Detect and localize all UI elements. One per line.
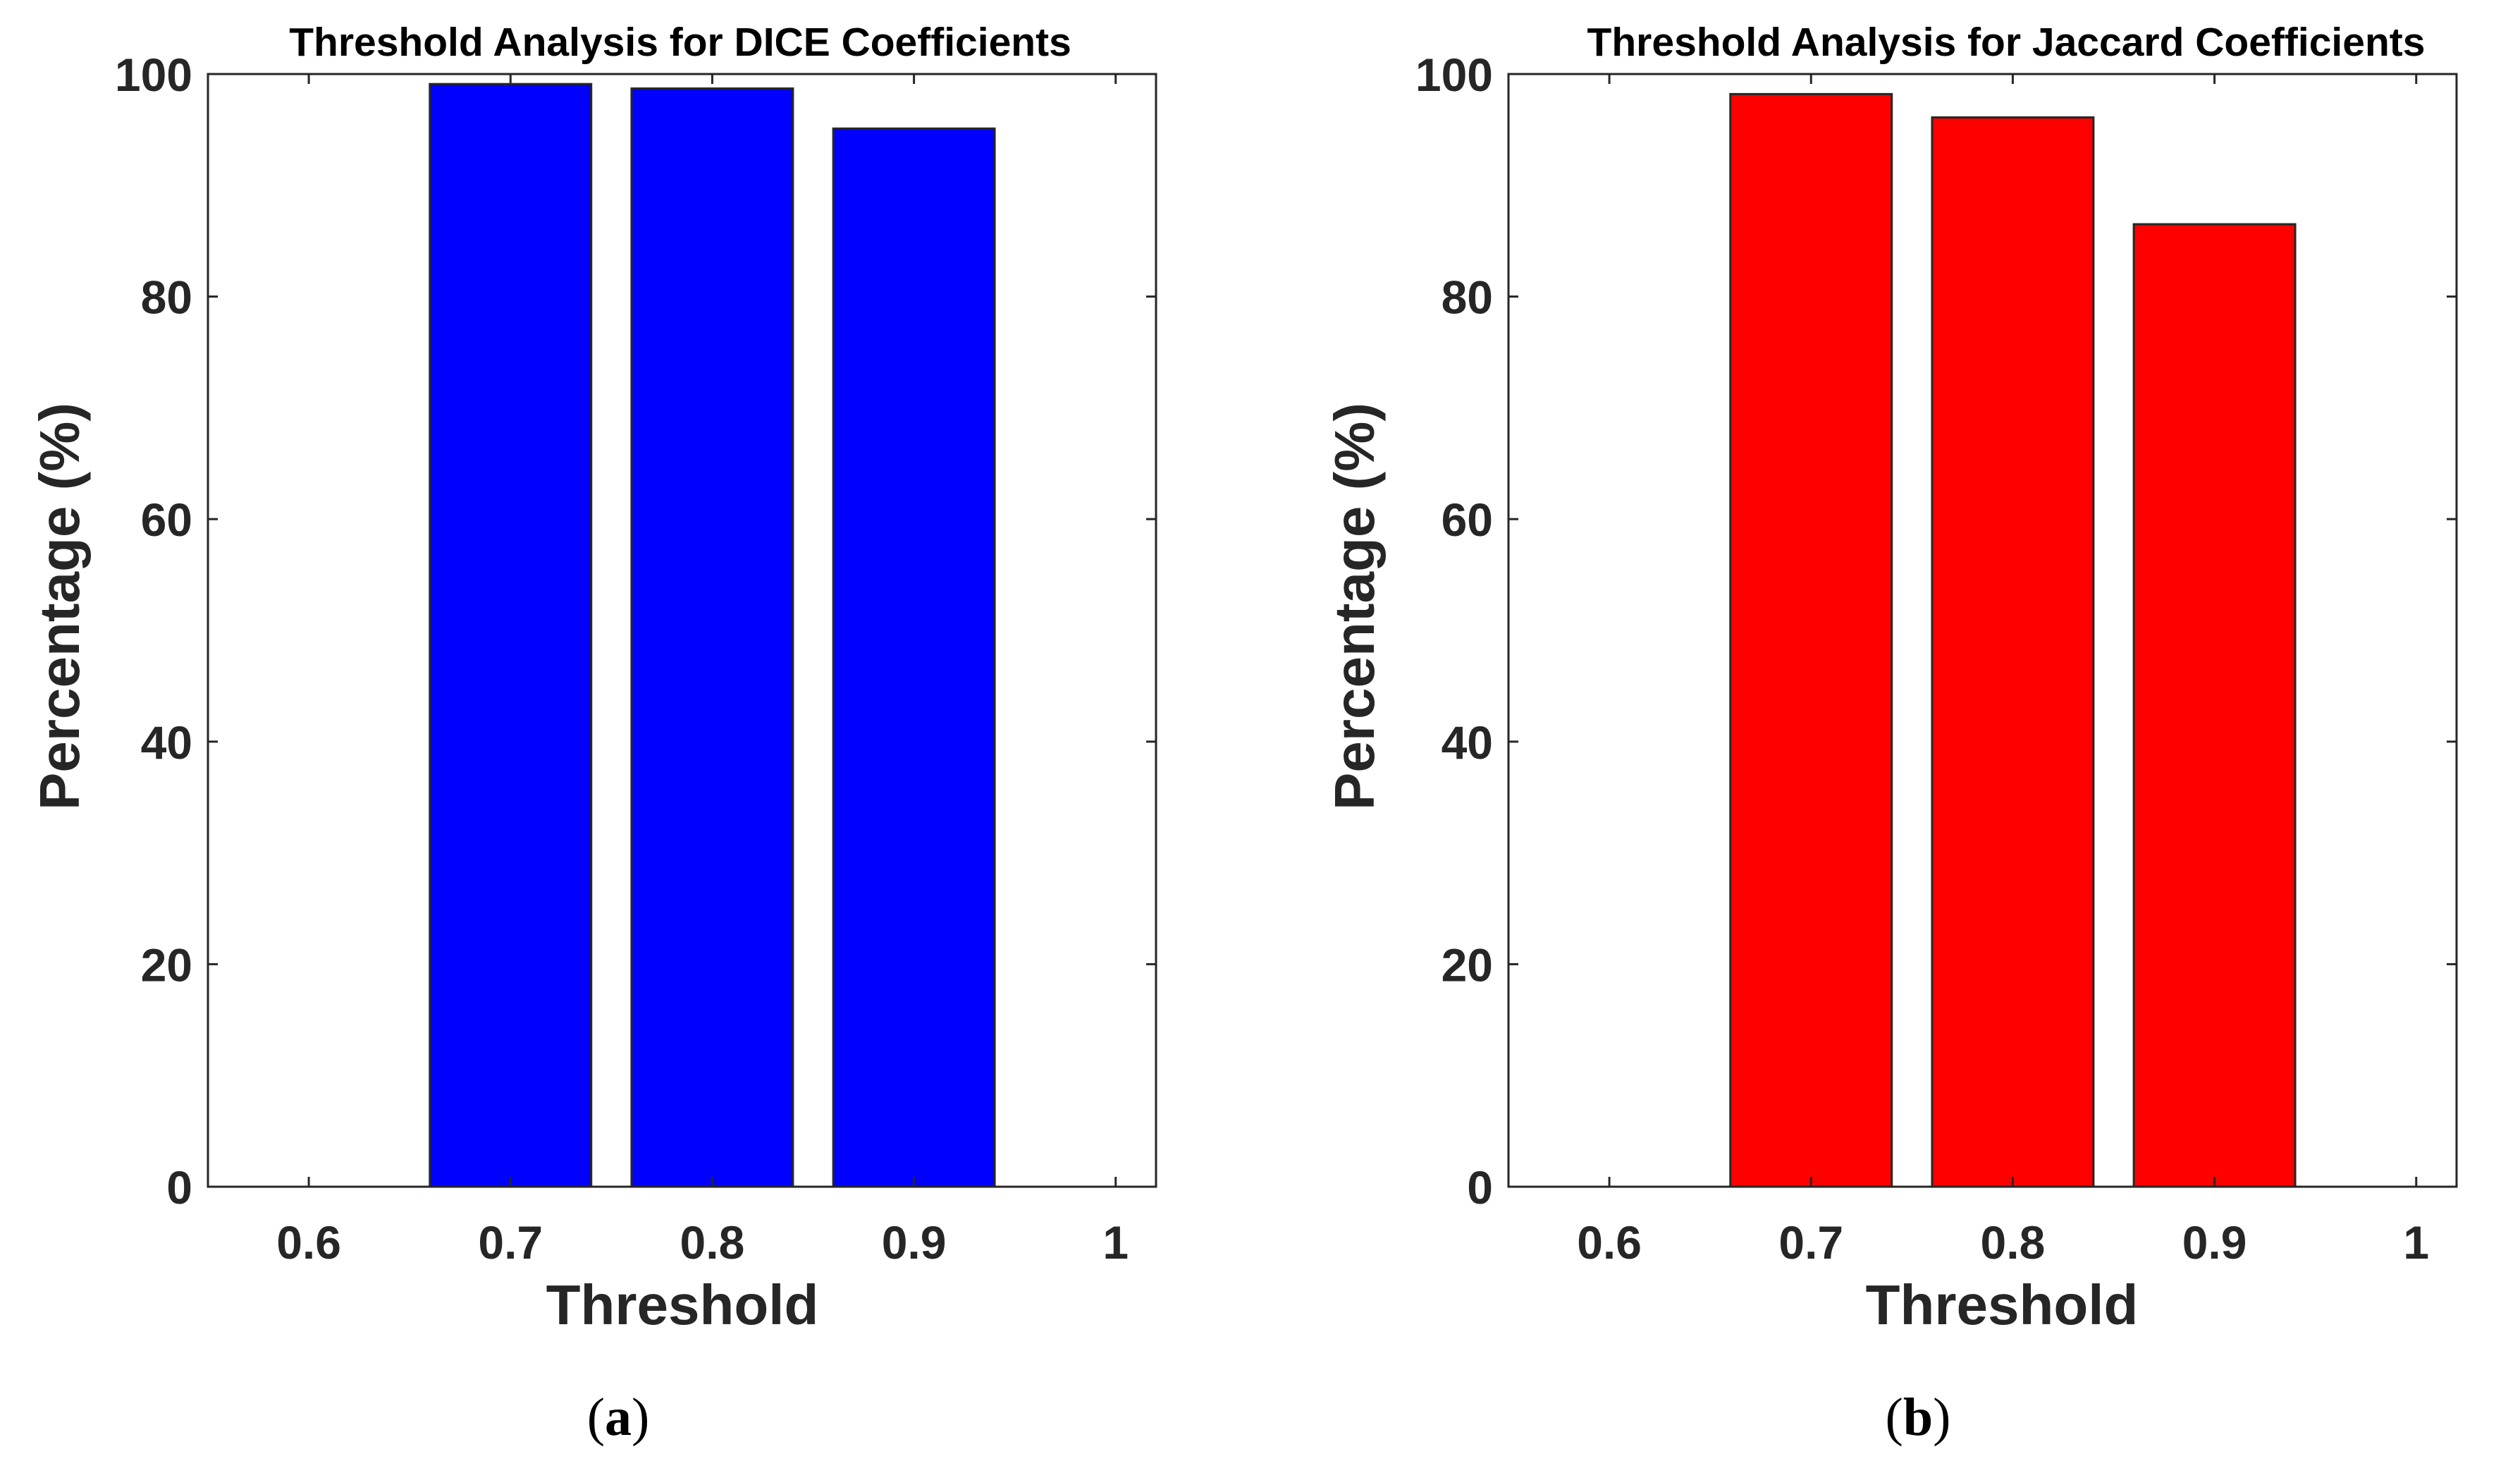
panel-caption-a: (a)	[587, 1388, 650, 1447]
bar-b-0_7	[1729, 92, 1893, 1188]
y-tick-label: 20	[1442, 939, 1493, 991]
x-axis-label-a: Threshold	[546, 1273, 819, 1336]
bar-a-0_9	[832, 127, 996, 1188]
bar-group-b	[1729, 92, 2297, 1188]
y-tick-label: 0	[1467, 1161, 1493, 1214]
bar-b-0_8	[1931, 116, 2095, 1188]
y-axis-label-b: Percentage (%)	[1323, 403, 1386, 810]
tick-group-a: 0.6 0.7 0.8 0.9 1 0 20 40 60 80 100	[115, 49, 1156, 1269]
caption-close-a: )	[632, 1388, 649, 1447]
x-tick-label: 0.6	[1577, 1216, 1642, 1269]
y-axis-label-a: Percentage (%)	[28, 403, 91, 810]
x-tick-label: 0.8	[680, 1216, 745, 1269]
y-tick-label: 80	[1442, 271, 1493, 324]
y-tick-label: 80	[141, 271, 192, 324]
y-tick-label: 20	[141, 939, 192, 991]
chart-title-b: Threshold Analysis for Jaccard Coefficie…	[1587, 20, 2426, 65]
x-tick-label: 1	[2403, 1216, 2429, 1269]
x-tick-label: 0.9	[2182, 1216, 2247, 1269]
y-tick-label: 40	[1442, 716, 1493, 769]
x-tick-label: 1	[1102, 1216, 1129, 1269]
x-tick-label: 0.7	[478, 1216, 543, 1269]
y-tick-label: 0	[166, 1161, 192, 1214]
y-tick-label: 60	[141, 494, 192, 546]
bar-a-0_8	[630, 87, 794, 1188]
x-tick-label: 0.7	[1778, 1216, 1843, 1269]
x-tick-label: 0.6	[276, 1216, 341, 1269]
x-axis-label-b: Threshold	[1866, 1273, 2139, 1336]
caption-letter-a: a	[605, 1388, 632, 1447]
chart-panel-a: Threshold Analysis for DICE Coefficients…	[28, 20, 1157, 1447]
caption-letter-b: b	[1903, 1388, 1933, 1447]
caption-close-b: )	[1933, 1388, 1950, 1447]
tick-group-b: 0.6 0.7 0.8 0.9 1 0 20 40 60 80 100	[1415, 49, 2457, 1269]
panel-caption-b: (b)	[1886, 1388, 1951, 1447]
chart-title-a: Threshold Analysis for DICE Coefficients	[289, 20, 1071, 65]
y-tick-label: 60	[1442, 494, 1493, 546]
x-tick-label: 0.8	[1981, 1216, 2046, 1269]
bar-group-a	[429, 82, 996, 1188]
y-tick-label: 100	[1415, 49, 1493, 101]
caption-open-a: (	[587, 1388, 605, 1447]
bar-a-0_7	[429, 82, 593, 1188]
y-tick-label: 40	[141, 716, 192, 769]
y-tick-label: 100	[115, 49, 192, 101]
chart-panel-b: Threshold Analysis for Jaccard Coefficie…	[1323, 20, 2458, 1447]
bar-b-0_9	[2132, 223, 2297, 1188]
x-tick-label: 0.9	[882, 1216, 947, 1269]
caption-open-b: (	[1886, 1388, 1903, 1447]
